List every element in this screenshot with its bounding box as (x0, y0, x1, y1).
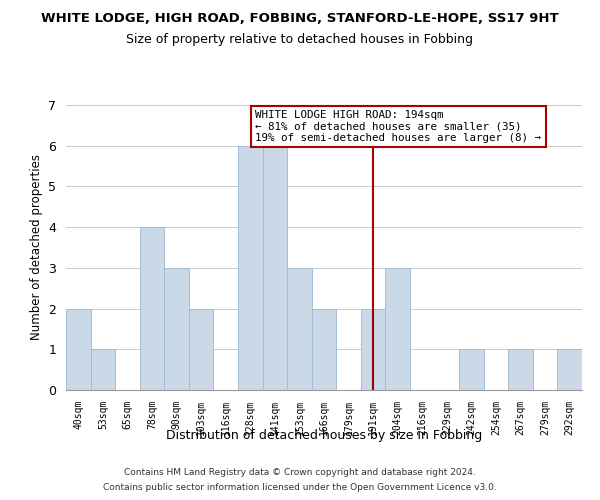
Y-axis label: Number of detached properties: Number of detached properties (30, 154, 43, 340)
Bar (508, 350, 533, 390)
Bar (91, 350, 115, 390)
Bar (385, 268, 410, 390)
Bar (287, 268, 312, 390)
Bar (312, 308, 336, 390)
Bar (66, 308, 91, 390)
Text: Size of property relative to detached houses in Fobbing: Size of property relative to detached ho… (127, 32, 473, 46)
Bar (164, 268, 189, 390)
Bar (189, 308, 214, 390)
Bar (361, 308, 385, 390)
Text: Distribution of detached houses by size in Fobbing: Distribution of detached houses by size … (166, 428, 482, 442)
Bar (238, 146, 263, 390)
Bar (263, 146, 287, 390)
Text: Contains public sector information licensed under the Open Government Licence v3: Contains public sector information licen… (103, 483, 497, 492)
Bar (557, 350, 582, 390)
Text: WHITE LODGE HIGH ROAD: 194sqm
← 81% of detached houses are smaller (35)
19% of s: WHITE LODGE HIGH ROAD: 194sqm ← 81% of d… (255, 110, 541, 143)
Bar (459, 350, 484, 390)
Text: Contains HM Land Registry data © Crown copyright and database right 2024.: Contains HM Land Registry data © Crown c… (124, 468, 476, 477)
Bar (140, 227, 164, 390)
Text: WHITE LODGE, HIGH ROAD, FOBBING, STANFORD-LE-HOPE, SS17 9HT: WHITE LODGE, HIGH ROAD, FOBBING, STANFOR… (41, 12, 559, 26)
